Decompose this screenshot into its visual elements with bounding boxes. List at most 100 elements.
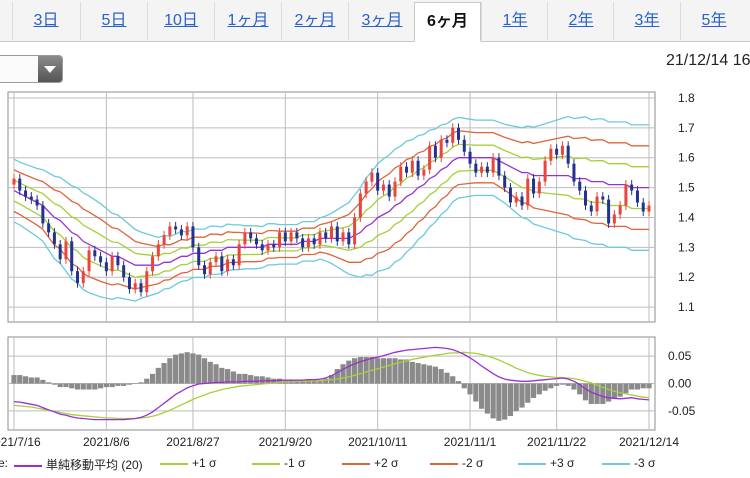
macd-histogram-bar (300, 381, 306, 384)
macd-histogram-bar (196, 354, 202, 384)
candle-body (18, 178, 22, 191)
tab-11[interactable]: 5年 (680, 2, 747, 40)
macd-histogram-bar (121, 383, 127, 386)
legend-item: -3 σ (602, 456, 655, 470)
price-panel-frame (7, 91, 656, 323)
macd-histogram-bar (178, 353, 185, 384)
macd-histogram-bar (617, 383, 623, 397)
candle-body (12, 178, 16, 185)
candle-body (41, 205, 45, 224)
macd-histogram-bar (623, 383, 629, 394)
candle-body (497, 157, 501, 176)
candle-body (64, 241, 68, 260)
candle-body (508, 187, 512, 203)
macd-histogram-bar (392, 358, 398, 384)
macd-histogram-bar (605, 383, 612, 402)
candle-body (208, 262, 212, 275)
tab-6[interactable]: 3ヶ月 (348, 2, 415, 40)
macd-panel (11, 346, 652, 421)
macd-histogram-bar (253, 376, 260, 384)
price-tick-label: 1.5 (678, 181, 695, 195)
candle-body (607, 199, 611, 224)
legend-swatch (518, 462, 546, 465)
tab-7[interactable]: 6ヶ月 (414, 2, 481, 42)
candle-body (416, 160, 420, 176)
candle-body (168, 226, 172, 236)
legend-swatch (160, 462, 188, 465)
macd-histogram-bar (565, 383, 571, 386)
macd-histogram-bar (444, 372, 450, 384)
chart-type-dropdown[interactable] (0, 55, 63, 83)
candle-body (410, 160, 414, 173)
candle-body (254, 238, 258, 245)
candle-body (162, 235, 166, 245)
macd-histogram-bar (248, 375, 254, 384)
candle-body (451, 127, 455, 143)
price-tick-label: 1.8 (678, 91, 695, 105)
candle-body (537, 181, 541, 194)
macd-histogram-bar (450, 376, 456, 384)
macd-histogram-bar (74, 383, 81, 390)
chevron-down-icon[interactable] (38, 56, 62, 82)
plus-3-sigma-line (13, 115, 649, 239)
candle-body (58, 244, 62, 260)
candle-body (151, 256, 155, 272)
candle-body (526, 178, 530, 206)
macd-tick-label: 0.05 (668, 349, 692, 363)
macd-histogram-bar (415, 363, 421, 384)
candle-body (122, 265, 126, 278)
macd-histogram-bar (496, 383, 502, 421)
macd-histogram-bar (484, 383, 490, 414)
candle-body (76, 271, 79, 284)
macd-histogram-bar (132, 383, 138, 384)
macd-histogram-bar (554, 383, 560, 386)
candle-body (104, 262, 108, 272)
candle-body (428, 145, 432, 170)
macd-tick-label: -0.05 (668, 404, 696, 418)
macd-histogram-bar (230, 371, 236, 384)
macd-histogram-bar (473, 383, 479, 402)
candle-body (635, 190, 639, 203)
macd-histogram-bar (317, 379, 323, 384)
tab-10[interactable]: 3年 (613, 2, 680, 40)
tab-5[interactable]: 2ヶ月 (281, 2, 348, 40)
candle-body (624, 184, 628, 206)
x-tick-label: 2021/9/20 (259, 435, 313, 449)
candle-body (566, 145, 570, 164)
macd-histogram-bar (34, 377, 40, 384)
legend-label: +3 σ (550, 456, 575, 470)
macd-histogram-bar (213, 364, 219, 384)
macd-histogram-bar (219, 367, 225, 384)
macd-histogram-bar (138, 382, 144, 384)
macd-histogram-bar (190, 353, 196, 384)
price-timestamp: 21/12/14 16 (666, 52, 750, 69)
tab-3[interactable]: 10日 (147, 2, 214, 40)
tab-9[interactable]: 2年 (547, 2, 614, 40)
legend-swatch (602, 462, 630, 465)
legend-swatch (342, 462, 370, 465)
macd-histogram-bar (640, 383, 646, 389)
candle-body (312, 238, 316, 245)
candle-body (301, 238, 305, 248)
candle-body (370, 172, 374, 182)
macd-histogram-bar (334, 369, 340, 384)
candle-body (24, 190, 28, 197)
tab-1[interactable]: 3日 (12, 2, 79, 40)
macd-histogram-bar (167, 358, 173, 384)
macd-histogram-bar (357, 357, 363, 384)
macd-histogram-bar (421, 364, 427, 384)
x-tick-label: 2021/7/16 (0, 435, 41, 449)
candle-body (93, 250, 97, 257)
bollinger-bands (13, 115, 649, 302)
tab-8[interactable]: 1年 (481, 2, 548, 40)
legend-label: +1 σ (192, 456, 217, 470)
macd-histogram-bar (224, 369, 231, 384)
macd-histogram-bar (242, 373, 248, 384)
tab-4[interactable]: 1ヶ月 (214, 2, 281, 40)
candle-body (278, 232, 282, 248)
macd-histogram-bar (97, 383, 104, 389)
macd-histogram-bar (144, 378, 150, 384)
tab-2[interactable]: 5日 (80, 2, 147, 40)
chart-axes: 1.1 1.2 1.3 1.4 1.5 1.6 1.7 1.8 0.05 0.00 -0.05 202… (0, 91, 696, 449)
macd-histogram-bar (69, 383, 75, 389)
